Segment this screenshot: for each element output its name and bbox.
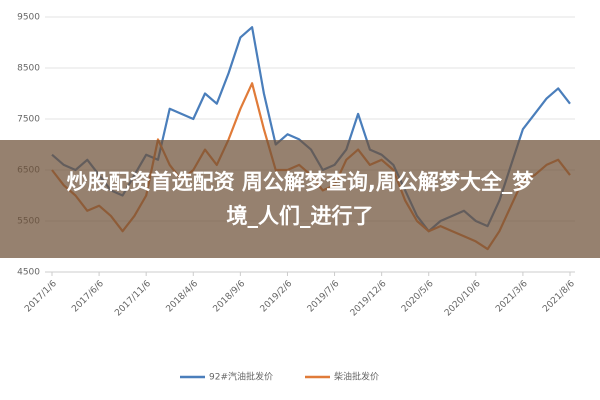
y-tick-label: 8500 [17,64,40,74]
x-tick-label: 2017/6/6 [70,279,106,315]
legend-label: 柴油批发价 [334,371,379,383]
x-tick-label: 2018/9/6 [212,279,248,315]
x-tick-label: 2019/2/6 [259,279,295,315]
x-tick-label: 2017/11/6 [113,279,153,319]
x-tick-label: 2017/1/6 [23,279,59,315]
banner-line: 境_人们_进行了 [226,204,374,228]
y-tick-label: 7500 [17,115,40,125]
x-tick-label: 2018/4/6 [165,279,201,315]
y-tick-label: 9500 [17,13,40,23]
overlay-banner: 炒股配资首选配资 周公解梦查询,周公解梦大全_梦 境_人们_进行了 [0,140,600,258]
x-tick-label: 2020/10/6 [443,279,483,319]
x-tick-label: 2021/8/6 [541,279,577,315]
x-tick-label: 2019/7/6 [306,279,342,315]
legend-label: 92#汽油批发价 [209,371,273,383]
x-tick-label: 2020/5/6 [400,279,436,315]
y-tick-label: 4500 [17,268,40,278]
x-tick-label: 2019/12/6 [349,279,389,319]
banner-line: 炒股配资首选配资 周公解梦查询,周公解梦大全_梦 [66,170,534,194]
x-tick-label: 2021/3/6 [494,279,530,315]
